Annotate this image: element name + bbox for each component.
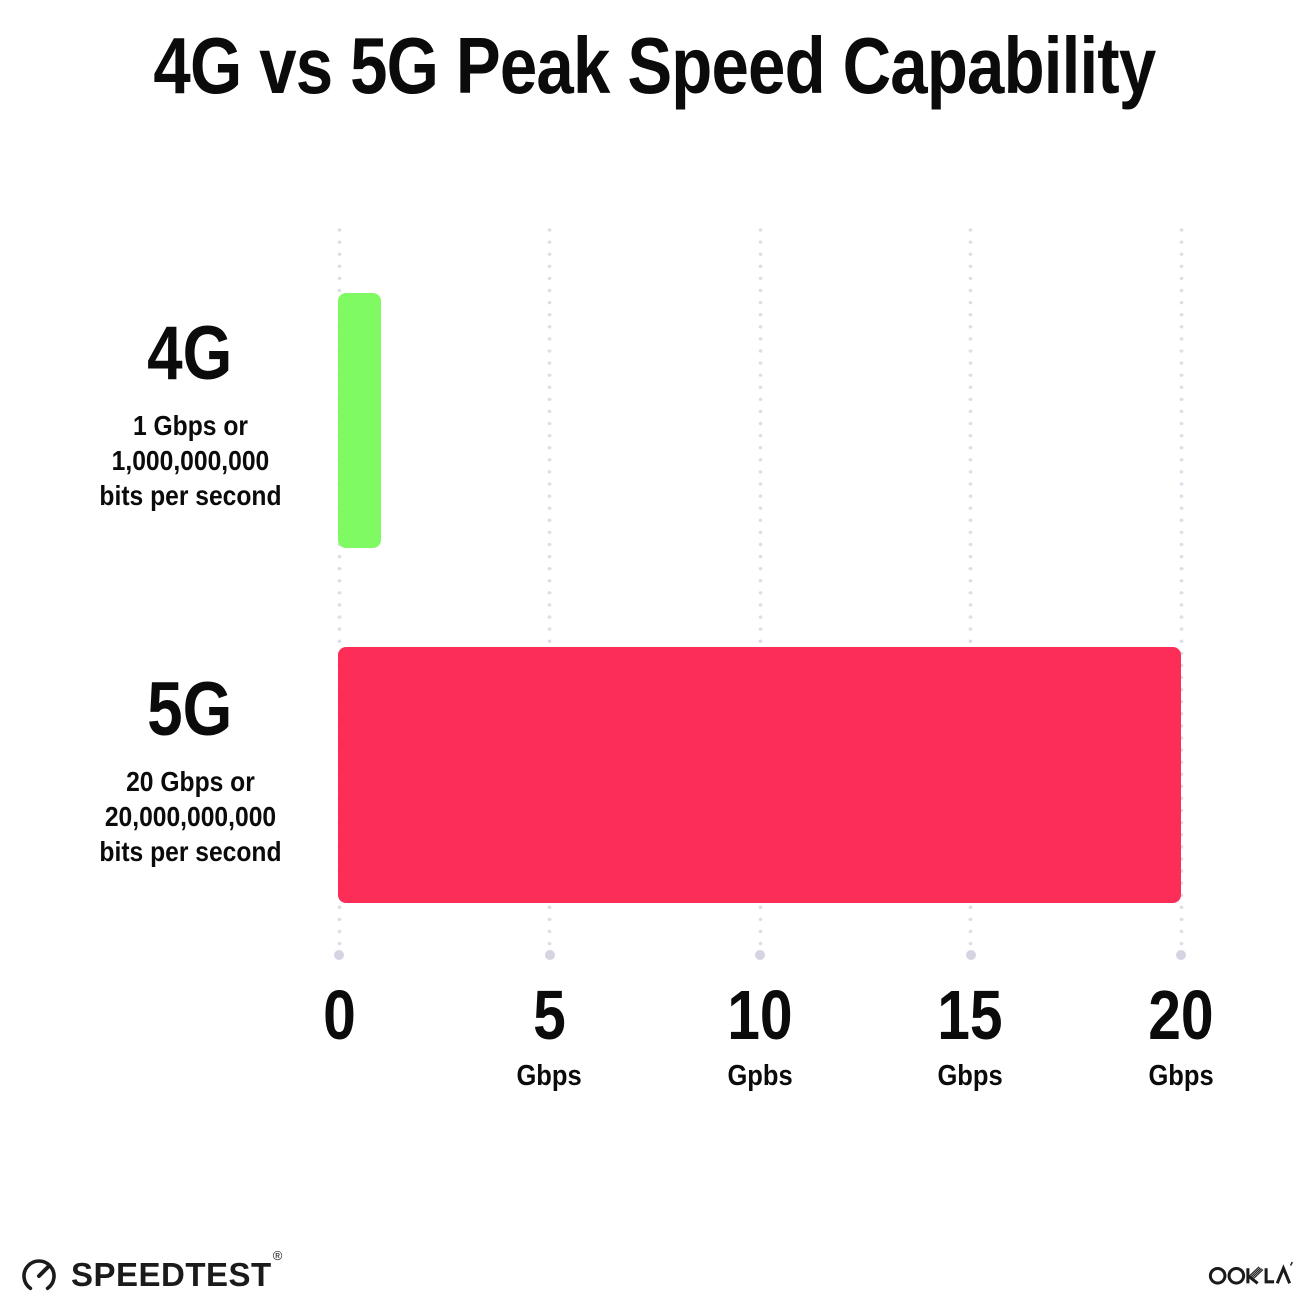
x-tick-10: 10 Gpbs: [650, 980, 870, 1091]
row-label-5g: 5G 20 Gbps or 20,000,000,000 bits per se…: [55, 672, 325, 869]
gridline: [757, 224, 763, 950]
x-tick-5-value: 5: [532, 976, 566, 1054]
bar-4g: [338, 293, 381, 548]
x-tick-5: 5 Gbps: [439, 980, 659, 1091]
gridline: [1178, 224, 1184, 950]
bar-5g: [338, 647, 1181, 903]
axis-tick-dot: [755, 950, 765, 960]
ookla-logo: [1208, 1258, 1294, 1295]
row-label-4g: 4G 1 Gbps or 1,000,000,000 bits per seco…: [55, 316, 325, 513]
registered-mark: ®: [272, 1248, 283, 1263]
x-tick-0: 0: [229, 980, 449, 1050]
axis-tick-dot: [1176, 950, 1186, 960]
speedtest-gauge-icon: [18, 1253, 60, 1297]
x-tick-15-unit: Gbps: [937, 1060, 1003, 1092]
row-label-4g-title: 4G: [147, 311, 233, 396]
x-tick-15-value: 15: [937, 976, 1003, 1054]
axis-tick-dot: [544, 950, 555, 960]
x-tick-20-value: 20: [1148, 976, 1214, 1054]
speedtest-wordmark: SPEEDTEST®: [71, 1248, 283, 1293]
chart-title: 4G vs 5G Peak Speed Capability: [153, 21, 1156, 110]
x-tick-20: 20 Gbps: [1071, 980, 1291, 1091]
axis-tick-dot: [334, 950, 344, 960]
gridline: [547, 224, 552, 950]
x-tick-0-value: 0: [322, 976, 356, 1054]
x-tick-20-unit: Gbps: [1148, 1060, 1214, 1092]
axis-tick-dot: [965, 950, 976, 960]
row-label-5g-title: 5G: [147, 667, 233, 752]
row-label-4g-description: 1 Gbps or 1,000,000,000 bits per second: [98, 410, 282, 511]
x-tick-5-unit: Gbps: [516, 1060, 582, 1092]
gridline: [336, 224, 342, 950]
row-label-5g-description: 20 Gbps or 20,000,000,000 bits per secon…: [98, 766, 282, 867]
gridline: [968, 224, 973, 950]
x-tick-10-unit: Gpbs: [727, 1060, 793, 1092]
x-tick-10-value: 10: [727, 976, 793, 1054]
x-tick-15: 15 Gbps: [860, 980, 1080, 1091]
speedtest-logo: SPEEDTEST®: [18, 1248, 283, 1297]
